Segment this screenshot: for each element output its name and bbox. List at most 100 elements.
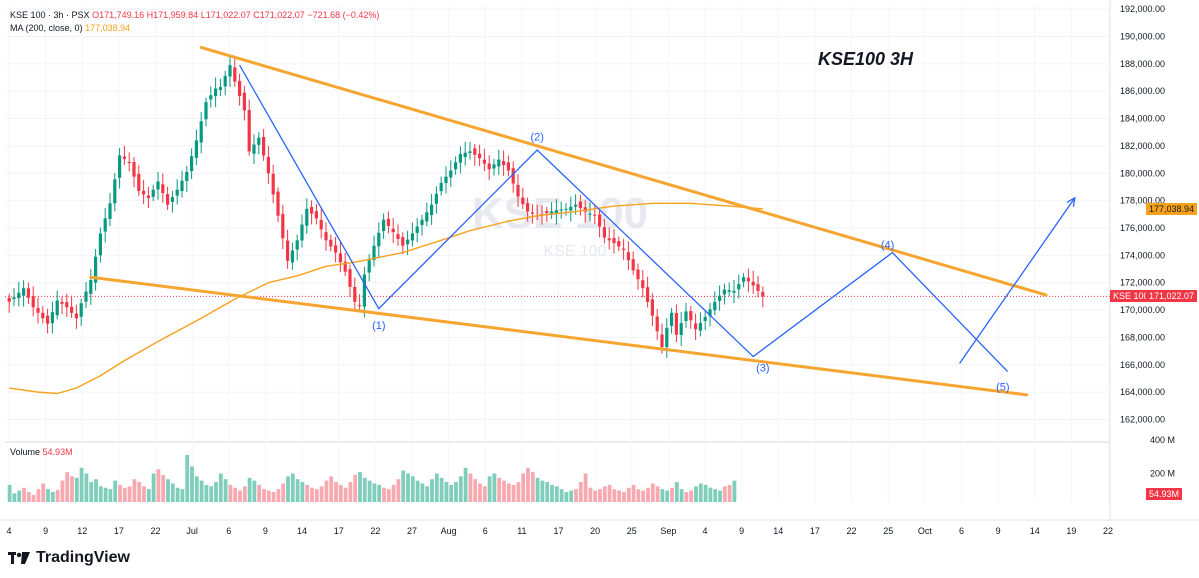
x-tick-label: 22 [847, 526, 857, 536]
candle-body [674, 313, 678, 335]
volume-bar [559, 489, 564, 502]
candle-body [607, 238, 611, 241]
candle-body [487, 163, 491, 170]
volume-bar [204, 484, 209, 502]
candle-body [175, 189, 179, 196]
volume-legend[interactable]: Volume 54.93M [10, 447, 73, 457]
candle-body [156, 181, 160, 190]
candle-body [420, 219, 424, 226]
ma-legend[interactable]: MA (200, close, 0) 177,038.94 [10, 23, 130, 33]
volume-bar [703, 484, 708, 502]
volume-bar [319, 486, 324, 502]
candle-body [362, 274, 366, 307]
x-tick-label: 25 [627, 526, 637, 536]
candle-body [598, 214, 602, 227]
brand-logo[interactable]: TradingView [8, 549, 130, 567]
x-tick-label: 17 [334, 526, 344, 536]
volume-bar [314, 489, 319, 502]
y-tick-label: 168,000.00 [1120, 332, 1165, 342]
candle-body [151, 189, 155, 197]
candle-body [425, 212, 429, 222]
volume-bar [65, 472, 70, 502]
candle-body [161, 184, 165, 194]
volume-bar [70, 476, 74, 502]
volume-bar [242, 486, 247, 502]
candle-body [439, 182, 443, 192]
x-tick-label: 17 [553, 526, 563, 536]
volume-tick-label: 200 M [1150, 469, 1175, 479]
brand-name: TradingView [36, 549, 130, 566]
volume-bar [732, 480, 737, 502]
volume-bar [674, 482, 679, 502]
volume-bar [626, 487, 631, 502]
target-arrow-line [959, 197, 1076, 364]
candle-body [449, 170, 453, 178]
y-tick-label: 170,000.00 [1120, 305, 1165, 315]
volume-bar [377, 484, 382, 502]
candle-body [650, 299, 654, 316]
candle-body [166, 194, 170, 205]
candle-body [545, 211, 549, 213]
volume-bar [262, 489, 266, 502]
volume-bar [550, 484, 554, 502]
wave-label: (3) [756, 363, 769, 375]
volume-bar [12, 493, 17, 502]
volume-bar [22, 487, 26, 502]
candle-body [655, 316, 659, 332]
candle-body [26, 288, 30, 298]
candle-body [70, 306, 74, 313]
volume-bar [151, 473, 156, 502]
wave-label: (5) [996, 382, 1009, 394]
candle-body [118, 155, 122, 178]
candle-body [170, 197, 174, 202]
volume-bar [89, 482, 94, 502]
x-tick-label: 22 [151, 526, 161, 536]
volume-bar [60, 480, 65, 502]
volume-bar [343, 487, 348, 502]
volume-bar [434, 473, 439, 502]
volume-bar [55, 489, 60, 502]
x-tick-label: 9 [43, 526, 48, 536]
candle-body [242, 92, 246, 111]
candle-body [382, 219, 386, 231]
candle-body [708, 309, 712, 316]
candle-body [506, 162, 510, 171]
annotation-title: KSE100 3H [818, 49, 914, 69]
candle-body [65, 302, 69, 308]
candle-body [252, 144, 256, 154]
volume-bar [449, 484, 454, 502]
volume-bar [415, 480, 420, 502]
volume-bar [670, 487, 674, 502]
volume-bar [454, 482, 458, 502]
candle-body [22, 288, 26, 296]
x-tick-label: Aug [441, 526, 457, 536]
volume-series [7, 454, 737, 502]
volume-bar [238, 490, 242, 502]
candle-body [689, 311, 693, 321]
volume-bar [540, 480, 545, 502]
candle-body [94, 256, 98, 283]
wave-label: (2) [530, 131, 543, 143]
volume-bar [98, 486, 103, 502]
wave-label: (4) [881, 239, 894, 251]
volume-bar [506, 483, 511, 502]
candle-body [17, 292, 21, 299]
y-tick-label: 162,000.00 [1120, 414, 1165, 424]
volume-bar [516, 482, 521, 502]
volume-bar [458, 476, 463, 502]
candle-body [257, 137, 261, 145]
candle-body [266, 156, 270, 174]
candle-body [694, 323, 698, 330]
candle-body [238, 80, 242, 96]
candle-body [410, 233, 414, 241]
volume-bar [175, 487, 180, 502]
symbol-line: KSE 100 · 3h · PSX [10, 10, 90, 20]
volume-bar [612, 489, 617, 502]
volume-bar [564, 492, 569, 502]
candle-body [36, 307, 40, 313]
x-tick-label: 9 [739, 526, 744, 536]
volume-bar [578, 482, 583, 502]
candle-body [761, 291, 765, 297]
candle-body [660, 334, 664, 347]
volume-bar [228, 484, 233, 502]
